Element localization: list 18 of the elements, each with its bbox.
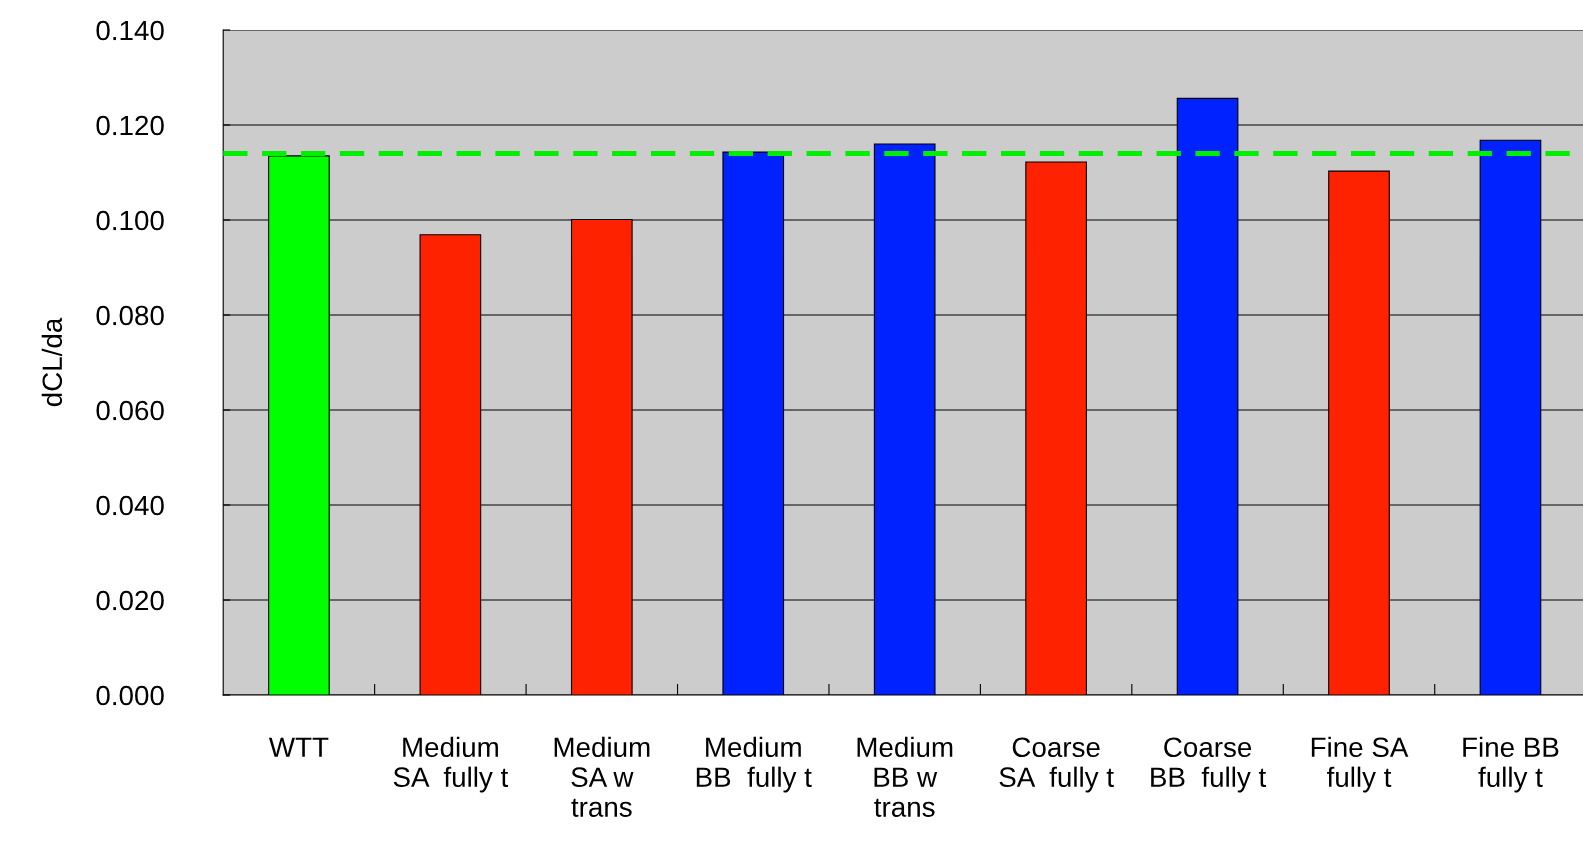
y-tick-label: 0.080: [96, 305, 164, 326]
x-tick-label: Coarse SA fully t: [999, 737, 1114, 793]
y-tick-label: 0.040: [96, 495, 164, 516]
y-tick-label: 0.000: [96, 685, 164, 706]
y-tick-label: 0.020: [96, 590, 164, 611]
x-tick-label: WTT: [268, 737, 329, 757]
x-tick-label: Medium BB w trans: [857, 736, 953, 817]
x-tick-label: Medium SA w trans: [554, 736, 650, 817]
x-tick-label: Fine SA fully t: [1311, 736, 1409, 793]
y-axis-title: dCL/da: [41, 317, 63, 407]
y-tick-label: 0.100: [96, 210, 164, 231]
x-tick-label: Fine BB fully t: [1463, 736, 1559, 793]
y-tick-label: 0.120: [96, 115, 164, 136]
y-tick-label: 0.060: [96, 400, 164, 421]
x-tick-label: Coarse BB fully t: [1151, 737, 1267, 793]
x-tick-label: Medium SA fully t: [393, 736, 509, 793]
x-tick-label: Medium BB fully t: [696, 736, 812, 793]
y-tick-label: 0.140: [96, 20, 164, 41]
